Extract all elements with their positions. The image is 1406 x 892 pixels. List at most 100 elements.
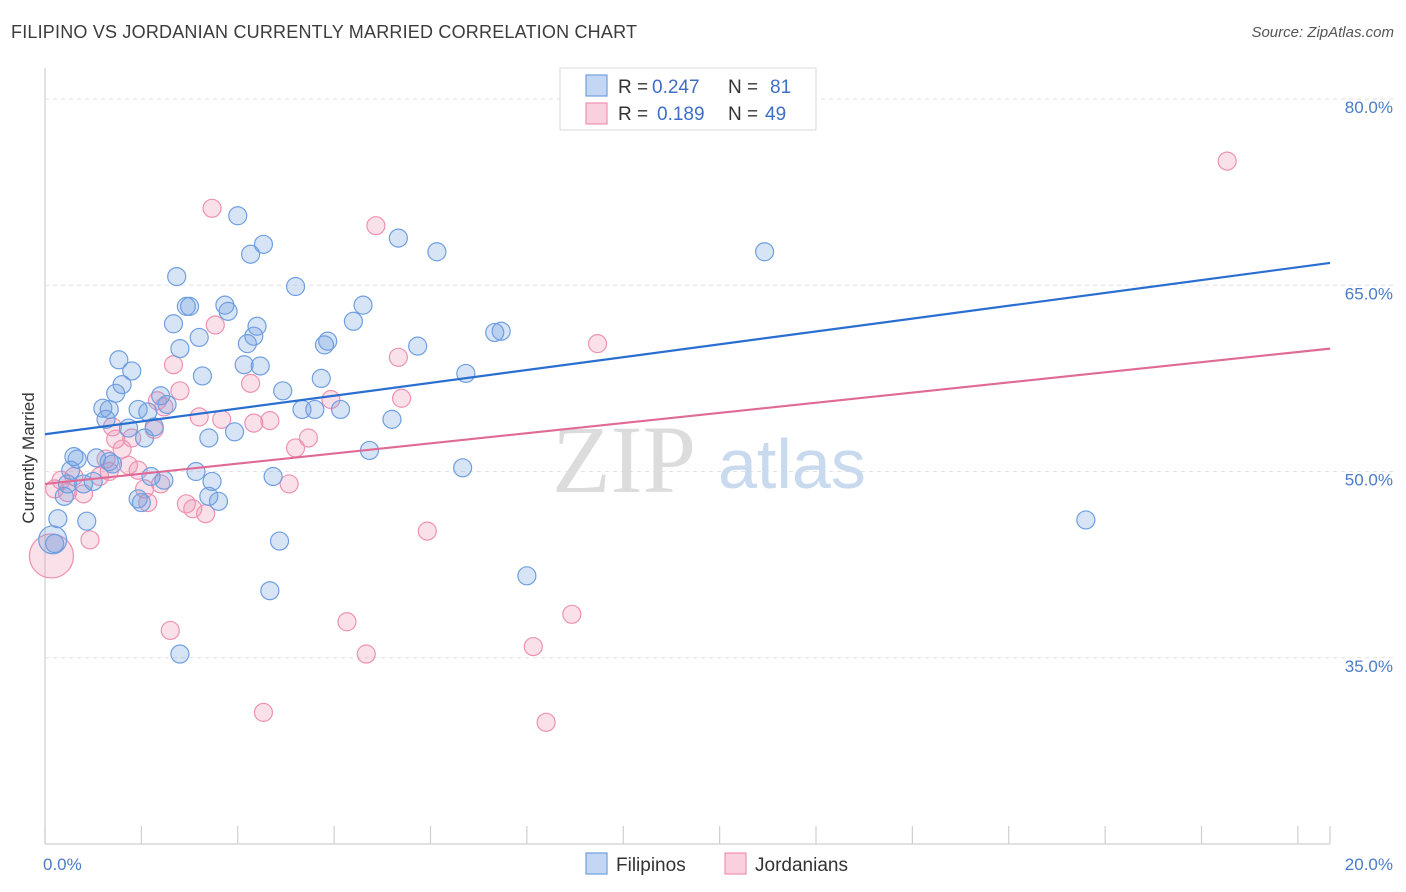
jordanian-point bbox=[241, 373, 261, 393]
x-tick-label-min: 0.0% bbox=[43, 855, 82, 874]
y-tick-labels: 35.0% 50.0% 65.0% 80.0% bbox=[1345, 98, 1393, 676]
legend-n-label-filipinos: N = bbox=[728, 77, 758, 98]
filipino-point bbox=[343, 311, 363, 331]
filipino-point bbox=[99, 399, 119, 420]
filipino-point bbox=[318, 331, 338, 351]
filipino-point bbox=[93, 398, 113, 418]
trendline-jordanians bbox=[44, 347, 1331, 486]
chart-title: FILIPINO VS JORDANIAN CURRENTLY MARRIED … bbox=[11, 22, 638, 42]
legend-r-value-filipinos: 0.247 bbox=[652, 77, 700, 98]
chart-source: Source: ZipAtlas.com bbox=[1251, 24, 1394, 41]
filipino-point bbox=[186, 461, 206, 482]
filipino-point bbox=[122, 361, 142, 381]
legend-r-label-filipinos: R = bbox=[618, 77, 648, 98]
filipino-point bbox=[163, 314, 184, 334]
jordanian-point bbox=[189, 407, 209, 427]
legend-n-value-jordanians: 49 bbox=[765, 104, 786, 125]
filipino-point bbox=[192, 366, 213, 386]
filipino-point bbox=[199, 486, 219, 506]
filipino-point bbox=[517, 566, 537, 586]
y-axis-label: Currently Married bbox=[19, 392, 38, 523]
filipino-point bbox=[131, 492, 151, 513]
jordanian-point bbox=[1217, 151, 1237, 171]
jordanian-point bbox=[391, 388, 412, 408]
filipino-point bbox=[170, 339, 190, 359]
filipino-point bbox=[263, 466, 283, 487]
series-jordanians bbox=[28, 151, 1237, 732]
filipino-point bbox=[427, 242, 447, 262]
filipino-point bbox=[234, 355, 254, 375]
filipino-point bbox=[305, 399, 325, 420]
x-tick-label-max: 20.0% bbox=[1345, 855, 1393, 874]
filipino-point bbox=[64, 447, 84, 467]
bottom-legend-label-jordanians: Jordanians bbox=[755, 855, 848, 876]
jordanian-point bbox=[170, 381, 190, 401]
filipino-point bbox=[179, 296, 200, 316]
filipino-point bbox=[157, 394, 177, 415]
filipino-point bbox=[241, 244, 261, 264]
jordanian-point bbox=[106, 429, 126, 449]
jordanian-point bbox=[160, 620, 180, 641]
filipino-point bbox=[314, 335, 335, 355]
bottom-legend-swatch-filipinos bbox=[585, 852, 608, 875]
jordanian-point bbox=[253, 702, 274, 722]
filipino-point bbox=[208, 491, 229, 511]
bottom-legend-swatch-jordanians bbox=[724, 852, 747, 875]
filipino-point bbox=[491, 321, 511, 341]
series-filipinos bbox=[38, 206, 1096, 664]
filipino-point bbox=[167, 266, 187, 287]
filipino-point bbox=[353, 295, 373, 315]
series-legend: Filipinos Jordanians bbox=[585, 852, 848, 876]
jordanian-point bbox=[298, 428, 319, 448]
legend-n-label-jordanians: N = bbox=[728, 104, 758, 125]
filipino-point bbox=[228, 206, 248, 226]
filipino-point bbox=[382, 409, 402, 429]
jordanian-point bbox=[260, 411, 280, 431]
bottom-legend-label-filipinos: Filipinos bbox=[616, 855, 686, 876]
filipino-point bbox=[144, 417, 164, 437]
filipino-point bbox=[170, 644, 190, 664]
filipino-point bbox=[128, 489, 148, 509]
jordanian-point bbox=[138, 492, 158, 513]
filipino-point bbox=[45, 533, 65, 554]
filipino-point bbox=[273, 381, 293, 401]
y-tick-label-50: 50.0% bbox=[1345, 471, 1393, 490]
jordanian-point bbox=[176, 494, 196, 514]
stats-legend: R = 0.247 N = 81 R = 0.189 N = 49 bbox=[559, 67, 817, 131]
jordanian-point bbox=[202, 198, 222, 218]
filipino-point bbox=[453, 458, 473, 478]
jordanian-point bbox=[366, 216, 386, 236]
jordanian-point bbox=[388, 347, 408, 367]
filipino-point bbox=[224, 422, 245, 442]
jordanian-point bbox=[356, 644, 376, 664]
filipino-point bbox=[754, 242, 775, 262]
jordanian-point bbox=[279, 474, 299, 494]
filipino-point bbox=[269, 531, 290, 551]
jordanian-point bbox=[587, 334, 608, 354]
x-ticks bbox=[44, 826, 1331, 844]
filipino-point bbox=[250, 356, 270, 376]
filipino-point bbox=[128, 399, 148, 420]
jordanian-point bbox=[28, 533, 75, 579]
jordanian-point bbox=[244, 413, 264, 433]
filipino-point bbox=[77, 511, 97, 531]
trendline-filipinos bbox=[44, 261, 1331, 436]
filipino-point bbox=[67, 449, 87, 469]
y-tick-label-35: 35.0% bbox=[1345, 657, 1393, 676]
filipino-point bbox=[83, 471, 103, 492]
filipino-point bbox=[408, 336, 428, 356]
filipino-point bbox=[202, 471, 222, 492]
jordanian-point bbox=[337, 612, 357, 632]
filipino-point bbox=[189, 327, 209, 348]
filipino-point bbox=[311, 368, 331, 388]
filipino-point bbox=[48, 509, 68, 529]
filipino-point bbox=[218, 301, 238, 321]
jordanian-point bbox=[536, 712, 556, 732]
jordanian-point bbox=[151, 474, 171, 494]
legend-r-label-jordanians: R = bbox=[618, 104, 648, 125]
filipino-point bbox=[485, 322, 505, 343]
filipino-point bbox=[112, 375, 132, 395]
jordanian-point bbox=[96, 449, 116, 469]
legend-n-value-filipinos: 81 bbox=[770, 77, 791, 98]
